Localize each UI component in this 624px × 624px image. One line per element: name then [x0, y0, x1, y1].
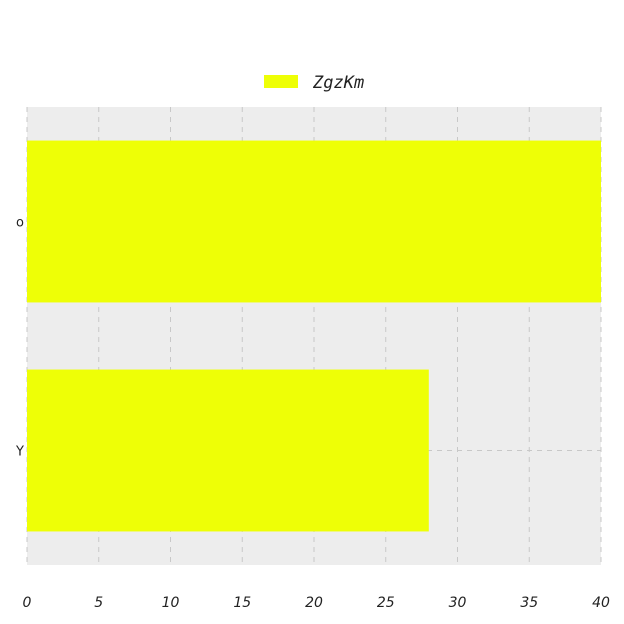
category-label: Y — [15, 445, 24, 460]
x-tick-label: 30 — [449, 595, 467, 611]
x-axis-tick-labels: 0 5 10 15 20 25 30 35 40 — [23, 595, 610, 611]
x-tick-label: 5 — [94, 595, 103, 611]
legend-label: ZgzKm — [312, 73, 364, 93]
bars — [27, 140, 601, 532]
legend: ZgzKm — [264, 73, 364, 93]
x-tick-label: 15 — [233, 595, 251, 611]
x-tick-label: 20 — [305, 595, 323, 611]
bar-o — [27, 140, 601, 303]
x-tick-label: 40 — [592, 595, 610, 611]
x-tick-label: 25 — [377, 595, 395, 611]
x-tick-label: 10 — [162, 595, 180, 611]
x-tick-label: 0 — [23, 595, 32, 611]
category-labels: oY — [15, 216, 24, 460]
bar-Y — [27, 369, 429, 532]
category-label: o — [16, 216, 24, 231]
legend-swatch — [264, 75, 298, 88]
x-tick-label: 35 — [520, 595, 538, 611]
